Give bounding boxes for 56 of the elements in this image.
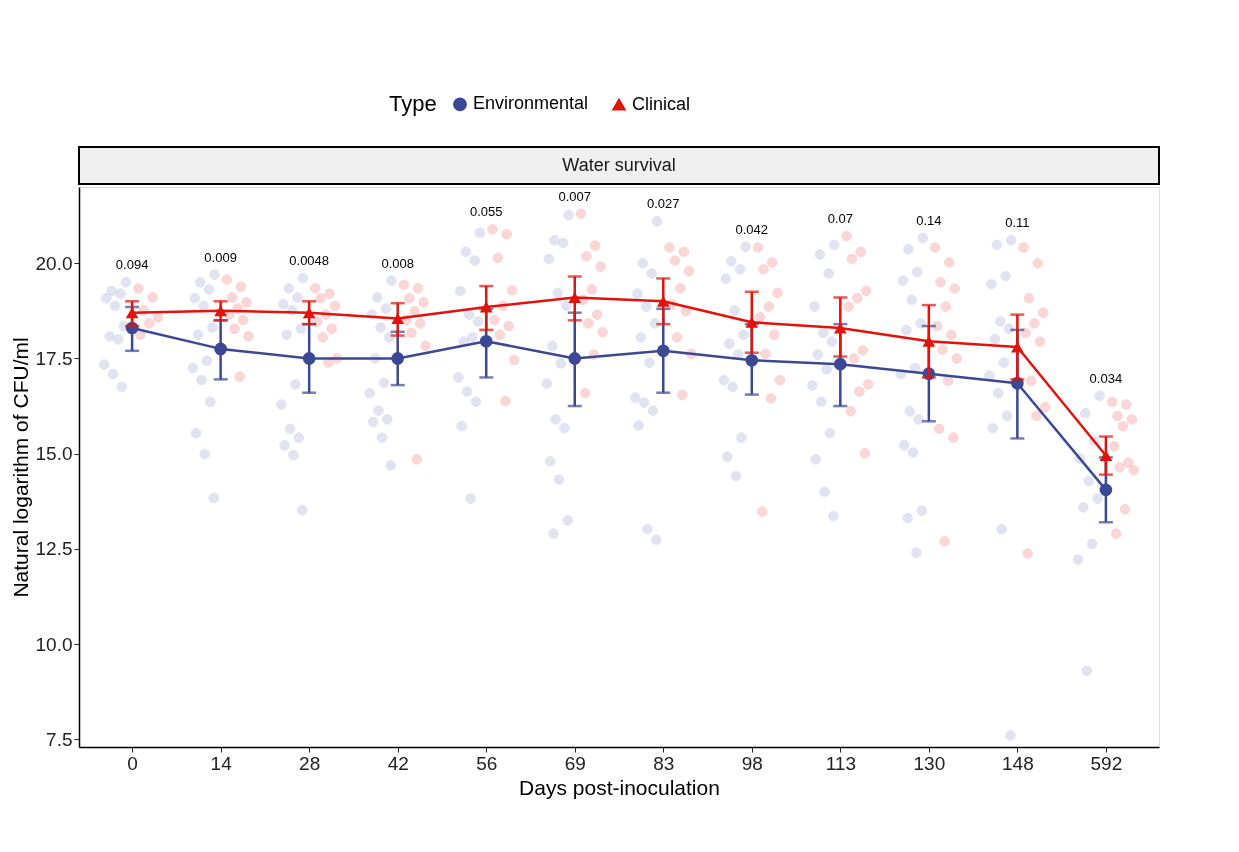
point [922,335,936,347]
point [833,322,847,334]
annotation: 0.14 [916,213,942,229]
legend-label: Environmental [473,93,589,114]
point [214,342,227,356]
x-tick-label: 130 [913,752,946,774]
x-tick-label: 14 [210,752,233,774]
y-tick-label: 15.0 [35,443,73,465]
x-tick-label: 592 [1090,752,1123,774]
point [833,357,847,371]
point [214,305,227,317]
annotation: 0.0048 [289,253,330,269]
point [656,295,670,307]
x-tick-label: 113 [825,752,856,774]
point [568,352,582,365]
annotation: 0.009 [204,249,237,265]
annotation: 0.055 [469,204,503,220]
y-tick-label: 7.5 [46,728,73,750]
x-tick-label: 42 [387,752,409,774]
y-axis-title: Natural logarithm of CFU/ml [8,337,32,598]
x-tick-label: 98 [741,752,763,774]
point [568,292,582,303]
chart-title: Water survival [562,155,676,175]
annotation: 0.034 [1089,370,1123,386]
y-tick-label: 20.0 [35,252,73,274]
point [656,344,670,358]
x-tick-label: 148 [1002,752,1034,774]
x-axis-title: Days post-inoculation [519,775,720,799]
point [391,312,405,324]
annotation: 0.07 [827,211,853,227]
legend-title: Type [389,91,437,116]
y-tick-label: 17.5 [35,347,73,369]
y-tick-label: 10.0 [35,633,73,655]
annotation: 0.027 [646,196,680,212]
point [125,307,139,319]
x-tick-label: 28 [299,752,321,774]
x-tick-label: 83 [653,752,675,774]
point [1099,450,1113,462]
y-tick-label: 12.5 [35,538,73,560]
point [302,307,316,319]
annotation: 0.094 [115,257,149,273]
point [745,316,759,328]
annotation: 0.007 [558,188,592,204]
annotation: 0.042 [735,221,769,237]
point [479,301,493,313]
x-tick-label: 0 [127,752,138,774]
point [391,352,405,365]
point [479,334,493,348]
annotation: 0.11 [1005,215,1030,231]
legend-label: Clinical [632,93,691,114]
point [745,354,759,367]
point [302,352,316,365]
annotation: 0.008 [381,255,414,271]
x-tick-label: 56 [476,752,498,774]
x-tick-label: 69 [564,752,586,774]
point [1099,483,1113,497]
